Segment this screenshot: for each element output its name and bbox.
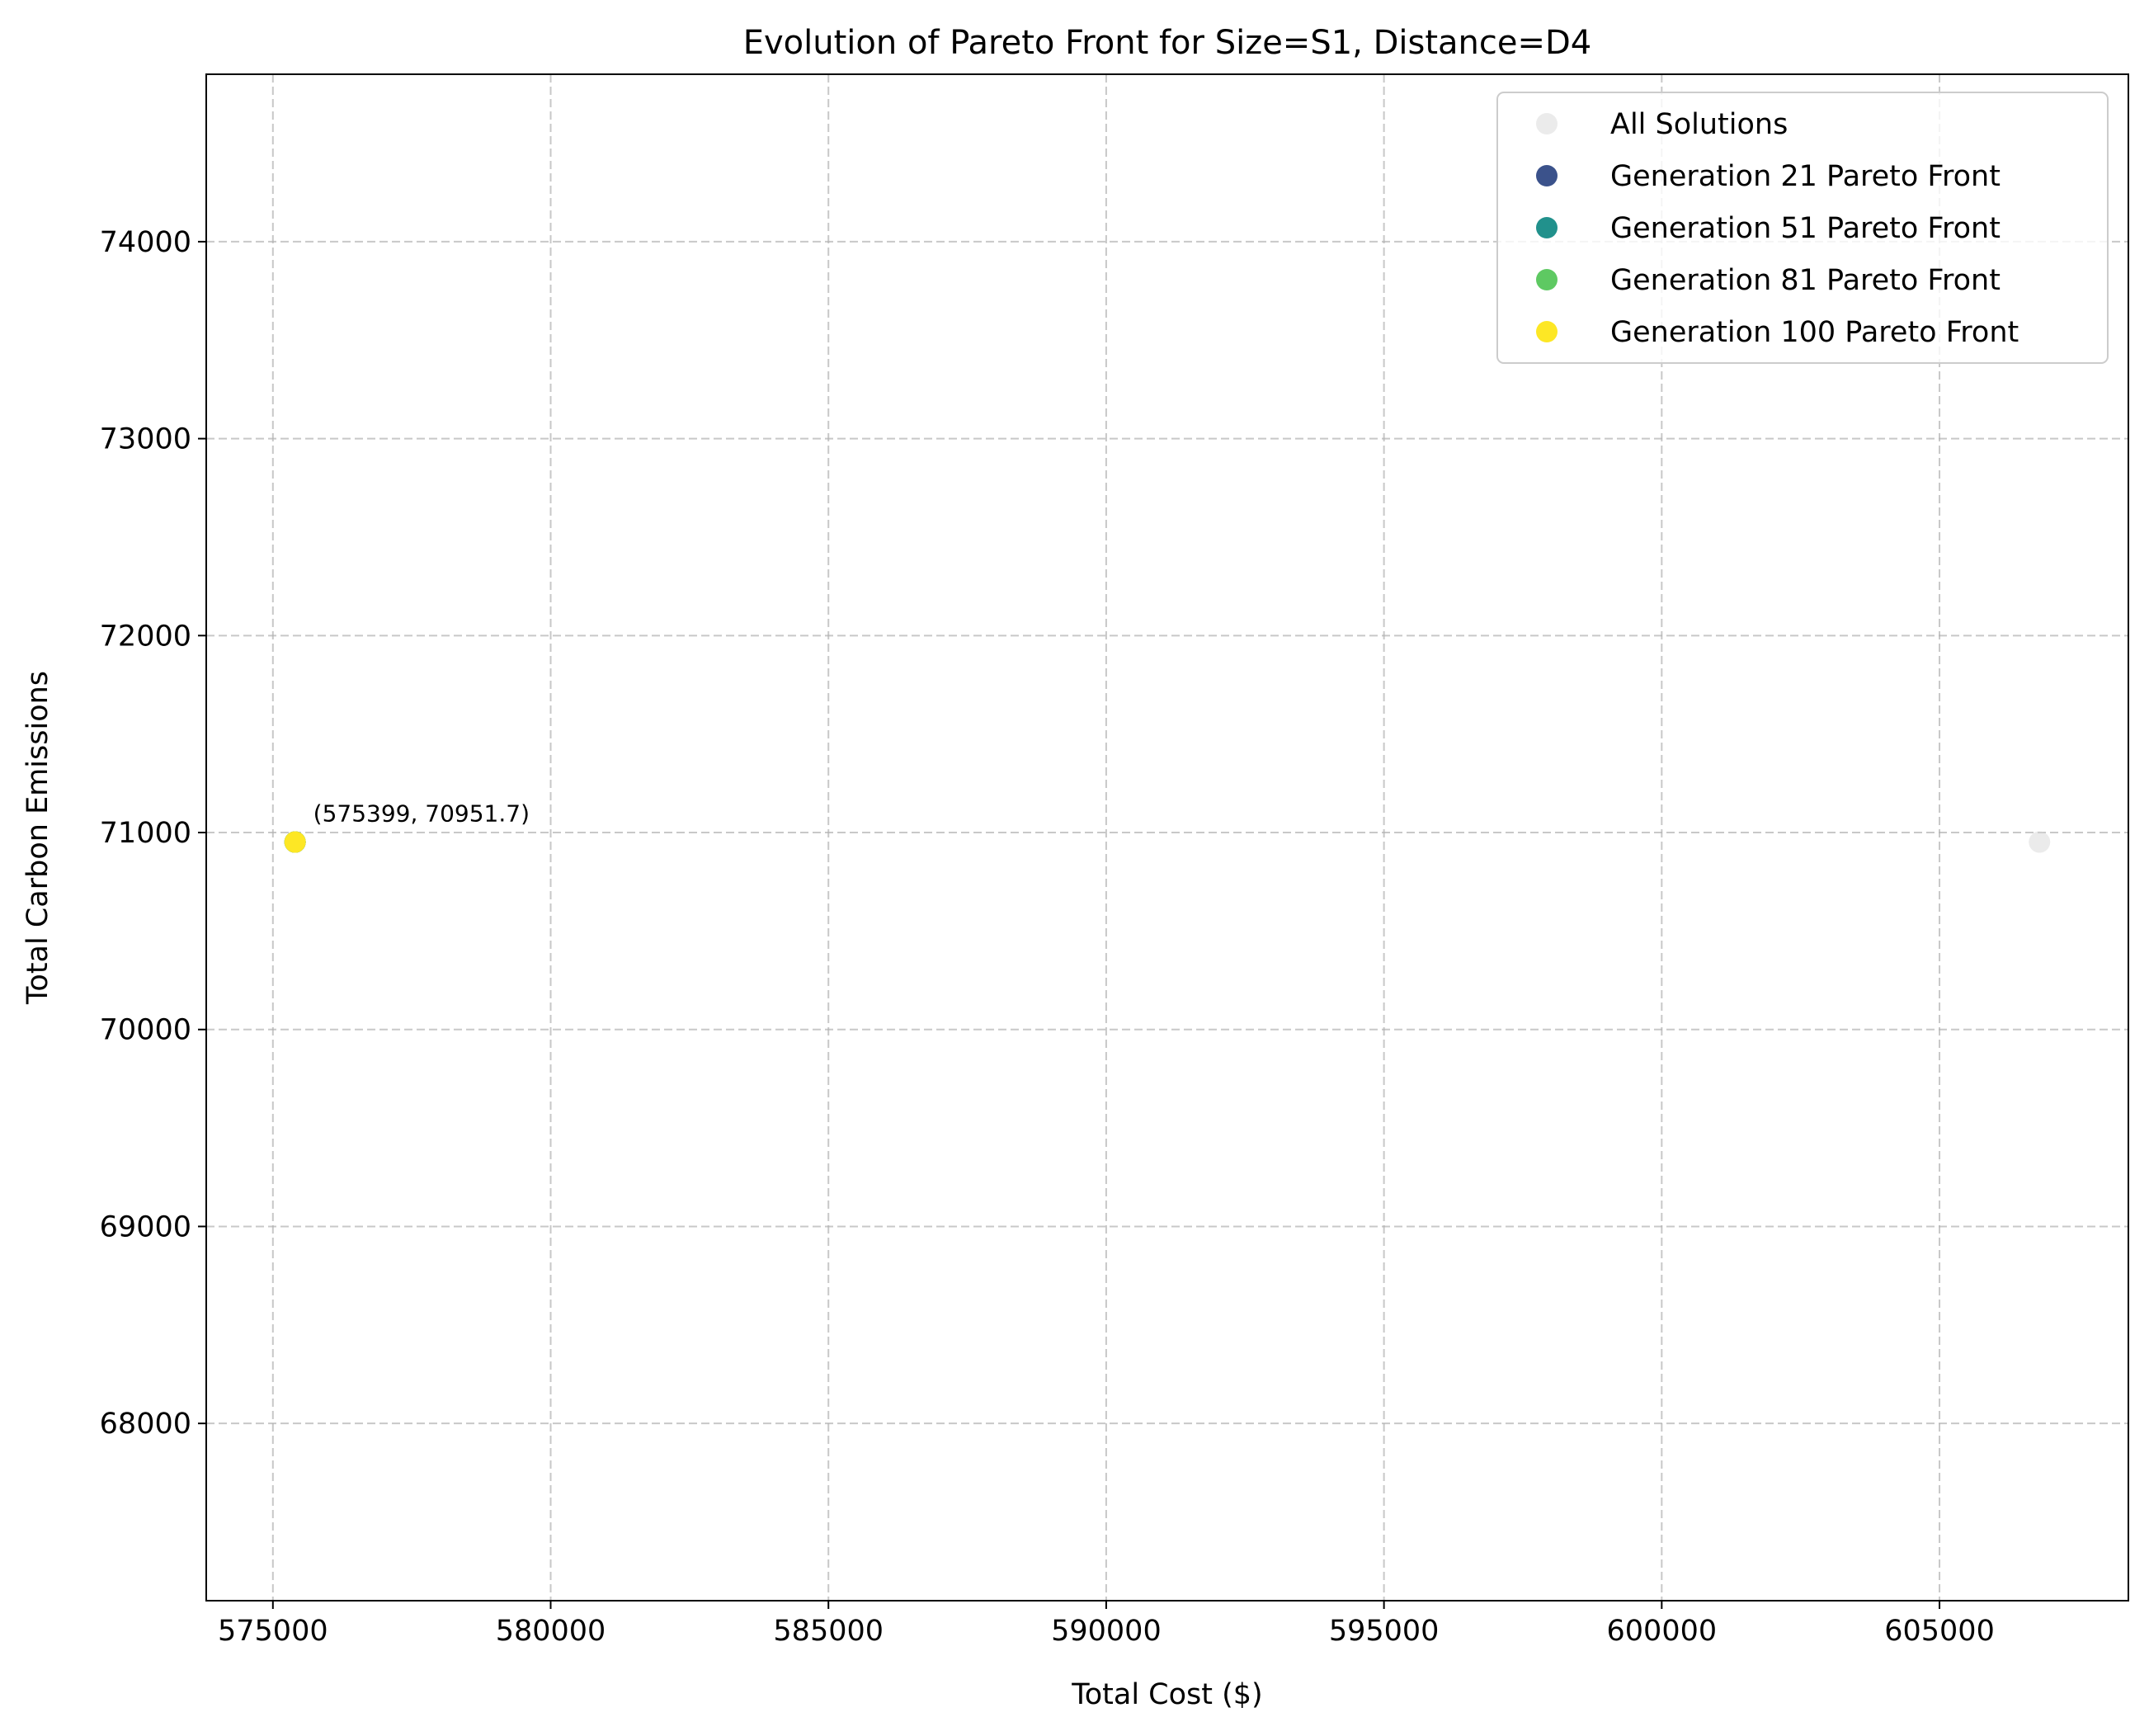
legend-marker <box>1536 165 1558 186</box>
y-tick-label: 70000 <box>100 1014 191 1047</box>
legend-marker <box>1536 217 1558 238</box>
y-tick-label: 72000 <box>100 620 191 653</box>
legend-marker <box>1536 269 1558 290</box>
x-tick-label: 580000 <box>496 1615 606 1648</box>
data-point-series-4 <box>284 831 306 853</box>
legend-label: Generation 100 Pareto Front <box>1610 316 2019 349</box>
x-tick-label: 595000 <box>1329 1615 1440 1648</box>
y-tick-label: 69000 <box>100 1210 191 1243</box>
y-axis-label: Total Carbon Emissions <box>21 671 54 1005</box>
x-tick-label: 600000 <box>1607 1615 1718 1648</box>
x-tick-label: 575000 <box>218 1615 328 1648</box>
legend-label: Generation 21 Pareto Front <box>1610 160 2001 193</box>
y-tick-label: 68000 <box>100 1408 191 1441</box>
legend: All Solutions Generation 21 Pareto Front G… <box>1496 92 2109 364</box>
legend-box <box>1496 92 2109 364</box>
x-tick-label: 590000 <box>1051 1615 1162 1648</box>
y-tick-label: 73000 <box>100 423 191 456</box>
legend-label: Generation 81 Pareto Front <box>1610 264 2001 297</box>
axis-ticks: 575000 580000 585000 590000 595000 600000 6050… <box>100 226 1995 1648</box>
plot-area-frame <box>205 73 2129 1602</box>
y-tick-label: 74000 <box>100 226 191 259</box>
x-axis-label: Total Cost ($) <box>1071 1678 1262 1711</box>
y-tick-label: 71000 <box>100 817 191 850</box>
point-annotation: (575399, 70951.7) <box>313 800 530 828</box>
data-points <box>284 831 2051 853</box>
annotations: (575399, 70951.7) <box>313 800 530 828</box>
data-point-series-0 <box>2029 831 2051 853</box>
legend-marker <box>1536 321 1558 342</box>
legend-label: Generation 51 Pareto Front <box>1610 212 2001 245</box>
x-tick-label: 585000 <box>773 1615 884 1648</box>
grid <box>206 74 2128 1601</box>
legend-marker <box>1536 113 1558 134</box>
chart-title: Evolution of Pareto Front for Size=S1, D… <box>743 24 1592 62</box>
x-tick-label: 605000 <box>1884 1615 1995 1648</box>
legend-label: All Solutions <box>1610 108 1788 141</box>
